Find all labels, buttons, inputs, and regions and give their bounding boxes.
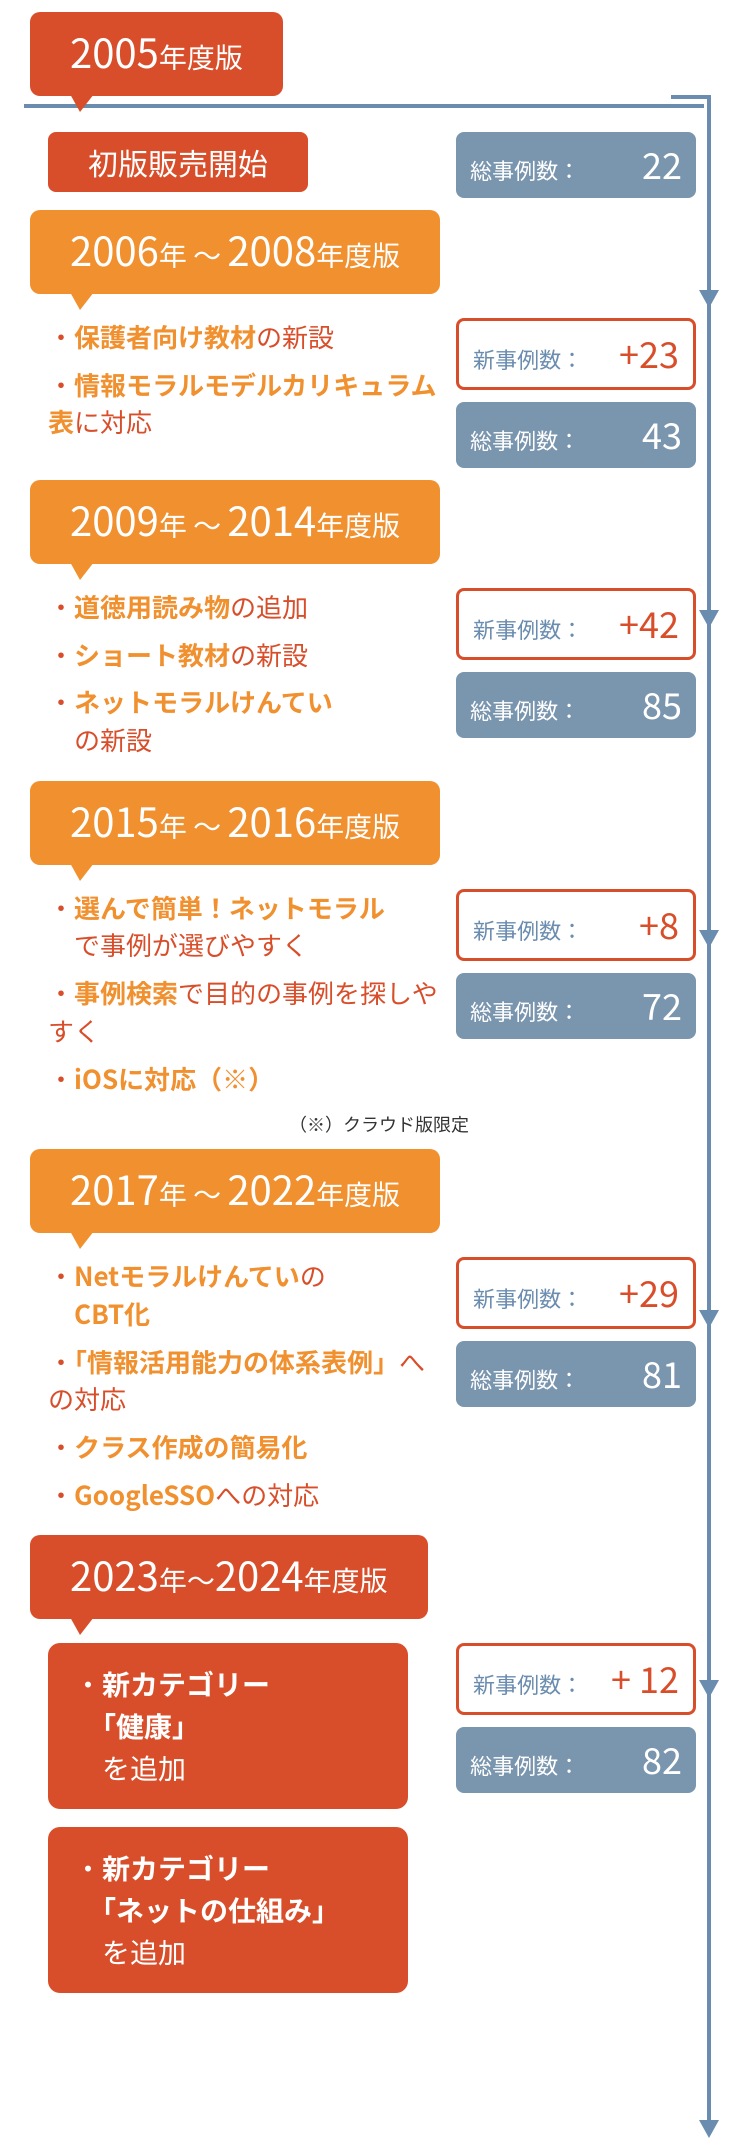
badge-value: +23 <box>619 327 679 379</box>
timeline-section: 2005年度版初版販売開始 総事例数： 22 <box>0 0 739 198</box>
section-row: ・選んで簡単！ネットモラル で事例が選びやすく・事例検索で目的の事例を探しやすく… <box>0 889 739 1107</box>
new-cases-badge: 新事例数： +42 <box>456 588 696 660</box>
section-header: 2017年 ～ 2022年度版 <box>30 1149 440 1233</box>
section-row: ・新カテゴリー 「健康」 を追加・新カテゴリー 「ネットの仕組み」 を追加新事例… <box>0 1643 739 2011</box>
feature-box: ・新カテゴリー 「健康」 を追加 <box>48 1643 408 1809</box>
total-cases-badge: 総事例数： 82 <box>456 1727 696 1793</box>
timeline-section: 2015年 ～ 2016年度版・選んで簡単！ネットモラル で事例が選びやすく・事… <box>0 769 739 1137</box>
sub-banner: 初版販売開始 <box>48 132 308 192</box>
badge-label: 新事例数： <box>473 914 583 946</box>
badge-column: 総事例数： 22 <box>456 132 696 198</box>
section-header: 2006年 ～ 2008年度版 <box>30 210 440 294</box>
section-row: ・保護者向け教材の新設・情報モラルモデルカリキュラム表に対応 新事例数： +23 総事… <box>0 318 739 468</box>
bullet-item: ・GoogleSSOへの対応 <box>48 1476 440 1514</box>
badge-value: 22 <box>642 138 682 190</box>
badge-label: 総事例数： <box>470 995 580 1027</box>
timeline-section: 2009年 ～ 2014年度版・道徳用読み物の追加・ショート教材の新設・ネットモ… <box>0 468 739 769</box>
bullet-item: ・保護者向け教材の新設 <box>48 318 440 356</box>
total-cases-badge: 総事例数： 72 <box>456 973 696 1039</box>
badge-value: 85 <box>642 678 682 730</box>
section-row: ・Netモラルけんていの CBT化・「情報活用能力の体系表例」への対応・クラス作… <box>0 1257 739 1523</box>
bullet-item: ・情報モラルモデルカリキュラム表に対応 <box>48 366 440 441</box>
bullet-item: ・Netモラルけんていの CBT化 <box>48 1257 440 1332</box>
total-cases-badge: 総事例数： 85 <box>456 672 696 738</box>
badge-column: 新事例数： + 12 総事例数： 82 <box>456 1643 696 1793</box>
bullet-item: ・「情報活用能力の体系表例」への対応 <box>48 1343 440 1418</box>
section-header: 2005年度版 <box>30 12 283 96</box>
section-row: ・道徳用読み物の追加・ショート教材の新設・ネットモラルけんてい の新設新事例数：… <box>0 588 739 769</box>
header-underline <box>24 104 704 108</box>
badge-label: 総事例数： <box>470 694 580 726</box>
total-cases-badge: 総事例数： 81 <box>456 1341 696 1407</box>
bullet-item: ・クラス作成の簡易化 <box>48 1428 440 1466</box>
badge-label: 新事例数： <box>473 1282 583 1314</box>
badge-value: 43 <box>642 408 682 460</box>
bullet-item: ・選んで簡単！ネットモラル で事例が選びやすく <box>48 889 440 964</box>
badge-column: 新事例数： +8 総事例数： 72 <box>456 889 696 1039</box>
badge-value: +42 <box>619 597 679 649</box>
new-cases-badge: 新事例数： + 12 <box>456 1643 696 1715</box>
badge-column: 新事例数： +23 総事例数： 43 <box>456 318 696 468</box>
badge-value: + 12 <box>611 1652 679 1704</box>
badge-label: 総事例数： <box>470 1749 580 1781</box>
bullet-item: ・ネットモラルけんてい の新設 <box>48 683 440 758</box>
new-cases-badge: 新事例数： +29 <box>456 1257 696 1329</box>
section-header: 2023年～2024年度版 <box>30 1535 428 1619</box>
bullet-item: ・ショート教材の新設 <box>48 636 440 674</box>
timeline-section: 2023年～2024年度版・新カテゴリー 「健康」 を追加・新カテゴリー 「ネッ… <box>0 1523 739 2011</box>
new-cases-badge: 新事例数： +8 <box>456 889 696 961</box>
badge-value: 81 <box>642 1347 682 1399</box>
timeline-section: 2006年 ～ 2008年度版・保護者向け教材の新設・情報モラルモデルカリキュラ… <box>0 198 739 468</box>
new-cases-badge: 新事例数： +23 <box>456 318 696 390</box>
footnote: （※）クラウド版限定 <box>0 1111 739 1137</box>
content-column: ・道徳用読み物の追加・ショート教材の新設・ネットモラルけんてい の新設 <box>40 588 440 769</box>
badge-label: 新事例数： <box>473 613 583 645</box>
section-header: 2009年 ～ 2014年度版 <box>30 480 440 564</box>
timeline-arrow-icon <box>699 2120 719 2138</box>
timeline-section: 2017年 ～ 2022年度版・Netモラルけんていの CBT化・「情報活用能力… <box>0 1137 739 1523</box>
total-cases-badge: 総事例数： 43 <box>456 402 696 468</box>
bullet-item: ・iOSに対応（※） <box>48 1060 440 1098</box>
badge-label: 総事例数： <box>470 424 580 456</box>
bullet-item: ・道徳用読み物の追加 <box>48 588 440 626</box>
badge-value: 72 <box>642 979 682 1031</box>
badge-column: 新事例数： +42 総事例数： 85 <box>456 588 696 738</box>
content-column: 初版販売開始 <box>40 132 440 192</box>
timeline-sections: 2005年度版初版販売開始総事例数：222006年 ～ 2008年度版・保護者向… <box>0 0 739 2011</box>
badge-value: +8 <box>639 898 679 950</box>
badge-label: 総事例数： <box>470 154 580 186</box>
section-row: 初版販売開始 総事例数： 22 <box>0 132 739 198</box>
content-column: ・Netモラルけんていの CBT化・「情報活用能力の体系表例」への対応・クラス作… <box>40 1257 440 1523</box>
feature-box: ・新カテゴリー 「ネットの仕組み」 を追加 <box>48 1827 408 1993</box>
badge-column: 新事例数： +29 総事例数： 81 <box>456 1257 696 1407</box>
badge-value: +29 <box>619 1266 679 1318</box>
badge-label: 新事例数： <box>473 343 583 375</box>
section-header: 2015年 ～ 2016年度版 <box>30 781 440 865</box>
total-cases-badge: 総事例数： 22 <box>456 132 696 198</box>
bullet-item: ・事例検索で目的の事例を探しやすく <box>48 974 440 1049</box>
badge-value: 82 <box>642 1733 682 1785</box>
badge-label: 新事例数： <box>473 1668 583 1700</box>
content-column: ・新カテゴリー 「健康」 を追加・新カテゴリー 「ネットの仕組み」 を追加 <box>40 1643 440 2011</box>
content-column: ・保護者向け教材の新設・情報モラルモデルカリキュラム表に対応 <box>40 318 440 451</box>
content-column: ・選んで簡単！ネットモラル で事例が選びやすく・事例検索で目的の事例を探しやすく… <box>40 889 440 1107</box>
badge-label: 総事例数： <box>470 1363 580 1395</box>
